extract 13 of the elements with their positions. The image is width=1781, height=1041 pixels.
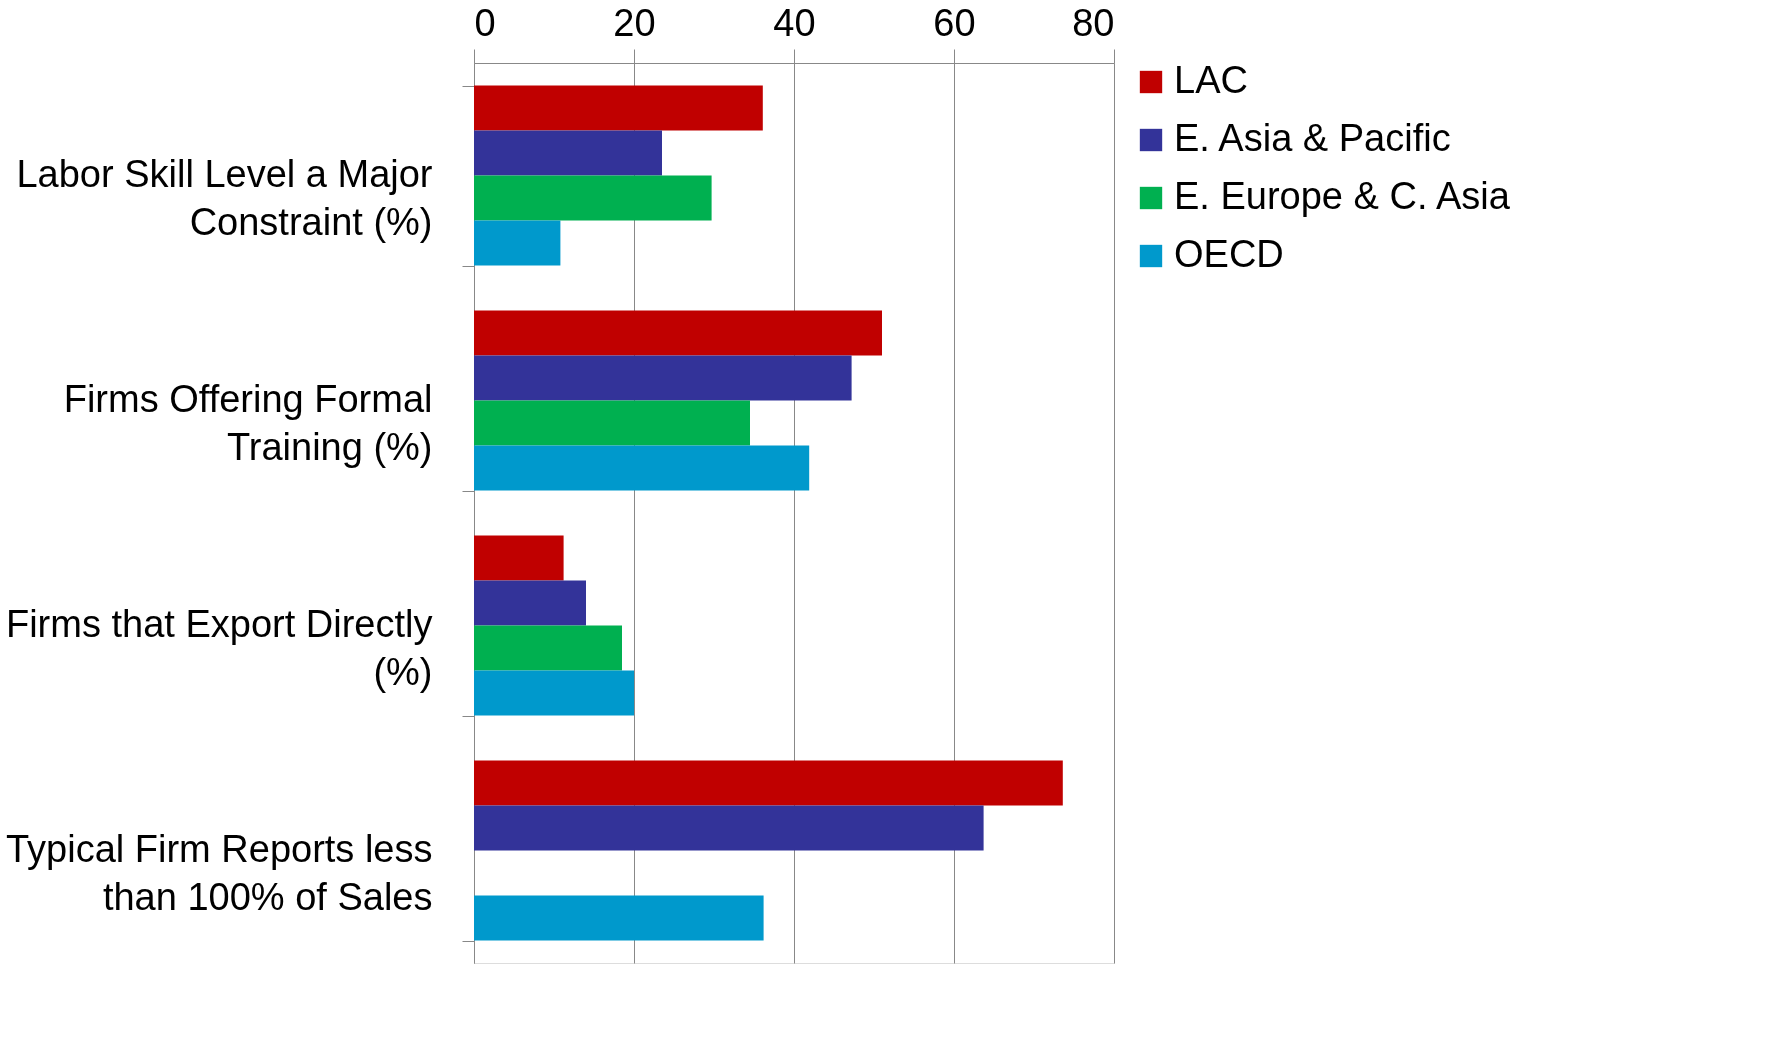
x-tick-label: 20 bbox=[613, 1, 656, 44]
legend-label: E. Asia & Pacific bbox=[1174, 117, 1451, 159]
x-tick-label: 40 bbox=[773, 1, 816, 44]
y-tick-label: Typical Firm Reports less than 100% of Sales bbox=[5, 828, 433, 918]
legend-label: E. Europe & C. Asia bbox=[1174, 175, 1511, 217]
y-tick-label: Labor Skill Level a Major Constraint (%) bbox=[16, 153, 433, 243]
legend-label: OECD bbox=[1174, 233, 1284, 275]
x-tick-label: 80 bbox=[1072, 1, 1115, 44]
y-tick-label: Firms that Export Directly (%) bbox=[5, 603, 433, 693]
legend-label: LAC bbox=[1174, 59, 1248, 101]
x-tick-label: 0 bbox=[474, 1, 496, 44]
x-tick-label: 60 bbox=[933, 1, 976, 44]
y-tick-label: Firms Offering Formal Training (%) bbox=[63, 378, 433, 468]
